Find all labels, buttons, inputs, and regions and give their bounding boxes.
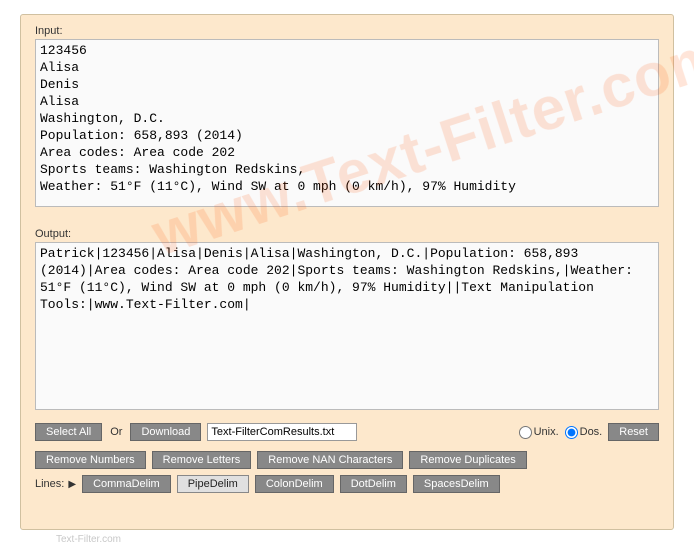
remove-duplicates-button[interactable]: Remove Duplicates bbox=[409, 451, 526, 469]
input-label: Input: bbox=[35, 25, 659, 37]
remove-numbers-button[interactable]: Remove Numbers bbox=[35, 451, 146, 469]
remove-nan-button[interactable]: Remove NAN Characters bbox=[257, 451, 403, 469]
unix-text: Unix. bbox=[534, 426, 559, 438]
select-all-button[interactable]: Select All bbox=[35, 423, 102, 441]
dos-radio-label[interactable]: Dos. bbox=[565, 426, 603, 439]
dot-delim-button[interactable]: DotDelim bbox=[340, 475, 407, 493]
pipe-delim-button[interactable]: PipeDelim bbox=[177, 475, 249, 493]
download-row: Select All Or Download Unix. Dos. Reset bbox=[35, 423, 659, 441]
delim-row: Lines: ▶ CommaDelim PipeDelim ColonDelim… bbox=[35, 475, 659, 493]
arrow-right-icon: ▶ bbox=[68, 479, 76, 490]
main-panel: Input: Output: Select All Or Download Un… bbox=[20, 14, 674, 530]
lines-label: Lines: ▶ bbox=[35, 478, 76, 490]
or-text: Or bbox=[108, 426, 124, 438]
colon-delim-button[interactable]: ColonDelim bbox=[255, 475, 334, 493]
remove-letters-button[interactable]: Remove Letters bbox=[152, 451, 252, 469]
filename-input[interactable] bbox=[207, 423, 357, 441]
reset-button[interactable]: Reset bbox=[608, 423, 659, 441]
input-textarea[interactable] bbox=[35, 39, 659, 207]
footer-text: Text-Filter.com bbox=[56, 534, 121, 545]
filter-row: Remove Numbers Remove Letters Remove NAN… bbox=[35, 451, 659, 469]
output-textarea[interactable] bbox=[35, 242, 659, 410]
spaces-delim-button[interactable]: SpacesDelim bbox=[413, 475, 500, 493]
dos-text: Dos. bbox=[580, 426, 603, 438]
unix-radio-label[interactable]: Unix. bbox=[519, 426, 559, 439]
dos-radio[interactable] bbox=[565, 426, 578, 439]
download-button[interactable]: Download bbox=[130, 423, 201, 441]
unix-radio[interactable] bbox=[519, 426, 532, 439]
output-label: Output: bbox=[35, 228, 659, 240]
comma-delim-button[interactable]: CommaDelim bbox=[82, 475, 171, 493]
